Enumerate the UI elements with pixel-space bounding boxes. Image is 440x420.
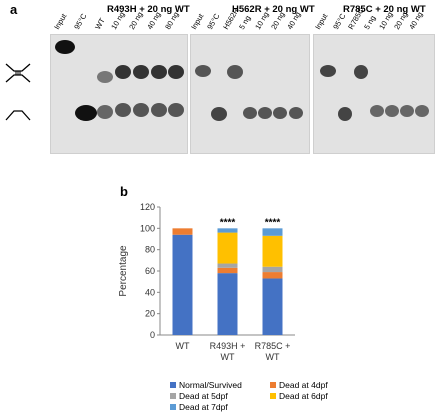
bar-segment (217, 263, 238, 268)
legend-label: Normal/Survived (179, 380, 242, 390)
bar-segment (217, 228, 238, 233)
gel-band (289, 107, 303, 119)
bar-segment (262, 235, 283, 267)
legend-item: Dead at 5dpf (170, 391, 228, 401)
gel-band (227, 65, 243, 79)
legend-swatch (270, 393, 276, 399)
y-axis-label: Percentage (118, 245, 129, 297)
gel-band (211, 107, 227, 121)
gel-band (273, 107, 287, 119)
legend-swatch (170, 382, 176, 388)
gel-band (400, 105, 414, 117)
single-strand-fork-icon (5, 110, 31, 121)
gel-band (415, 105, 429, 117)
legend-label: Dead at 7dpf (179, 402, 228, 412)
bar-segment (262, 266, 283, 273)
gel-image-r785c (313, 34, 435, 154)
gel-band (115, 65, 131, 79)
significance-marker: **** (265, 217, 281, 228)
x-tick-label: R493H + (210, 341, 246, 351)
y-tick-label: 120 (140, 202, 155, 212)
gel-title-r493h: R493H + 20 ng WT (107, 4, 190, 15)
gel-image-r493h (50, 34, 188, 154)
holliday-junction-icon (5, 63, 31, 83)
y-tick-label: 80 (145, 245, 155, 255)
y-tick-label: 60 (145, 266, 155, 276)
panel-a-letter: a (10, 2, 18, 17)
significance-marker: **** (220, 217, 236, 228)
gel-band (133, 103, 149, 117)
bar-segment (262, 228, 283, 236)
gel-band (370, 105, 384, 117)
gel-band (97, 105, 113, 119)
legend-label: Dead at 6dpf (279, 391, 328, 401)
gel-title-h562r: H562R + 20 ng WT (232, 4, 315, 15)
bar-segment (217, 273, 238, 335)
y-tick-label: 20 (145, 309, 155, 319)
legend-item: Dead at 6dpf (270, 391, 328, 401)
gel-band (115, 103, 131, 117)
gel-band (338, 107, 352, 121)
bar-segment (262, 278, 283, 335)
gel-image-h562r (190, 34, 310, 154)
gel-band (195, 65, 211, 77)
x-tick-label: WT (266, 352, 280, 362)
legend-item: Dead at 4dpf (270, 380, 328, 390)
bar-segment (217, 267, 238, 274)
y-tick-label: 0 (150, 330, 155, 340)
x-tick-label: WT (176, 341, 190, 351)
gel-band (168, 103, 184, 117)
gel-band (243, 107, 257, 119)
legend-item: Dead at 7dpf (170, 402, 228, 412)
legend-item: Normal/Survived (170, 380, 242, 390)
bar-segment (172, 234, 193, 335)
gel-band (258, 107, 272, 119)
x-tick-label: WT (221, 352, 235, 362)
gel-band (320, 65, 336, 77)
gel-band (151, 65, 167, 79)
y-tick-label: 40 (145, 287, 155, 297)
legend-swatch (270, 382, 276, 388)
legend-label: Dead at 4dpf (279, 380, 328, 390)
gel-band (97, 71, 113, 83)
bar-segment (172, 228, 193, 235)
bar-segment (217, 232, 238, 264)
legend-label: Dead at 5dpf (179, 391, 228, 401)
gel-band (354, 65, 368, 79)
bar-segment (262, 272, 283, 279)
panel-b-letter: b (120, 184, 128, 199)
y-tick-label: 100 (140, 223, 155, 233)
legend-swatch (170, 393, 176, 399)
gel-band (75, 105, 97, 121)
gel-band (151, 103, 167, 117)
gel-band (133, 65, 149, 79)
gel-band (385, 105, 399, 117)
gel-title-r785c: R785C + 20 ng WT (343, 4, 426, 15)
legend-swatch (170, 404, 176, 410)
x-tick-label: R785C + (255, 341, 291, 351)
gel-band (168, 65, 184, 79)
gel-band (55, 40, 75, 54)
